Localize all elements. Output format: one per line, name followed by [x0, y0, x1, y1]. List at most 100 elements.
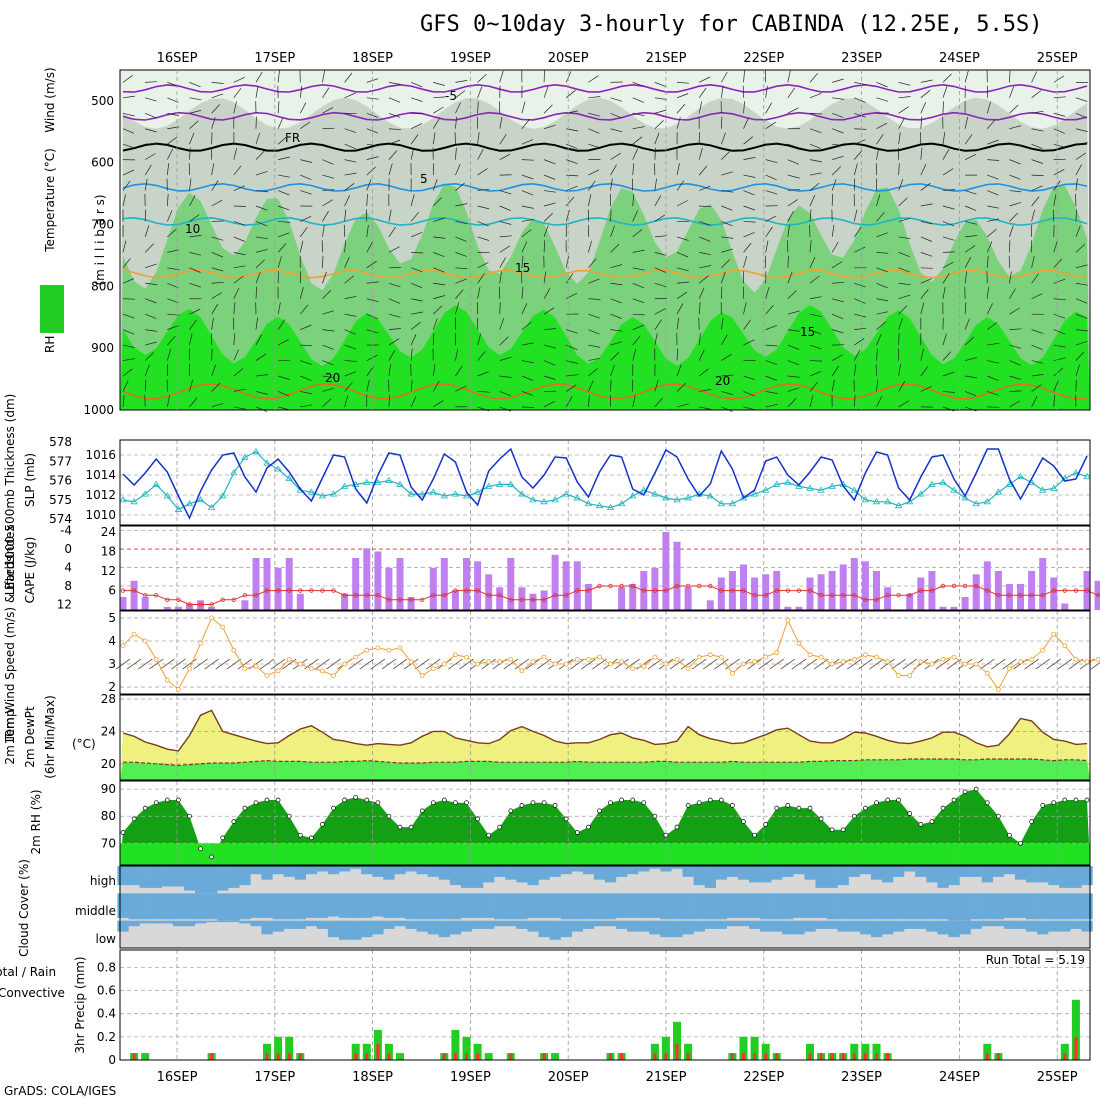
- wind-barb: [787, 70, 791, 83]
- wind-barb: [787, 159, 800, 165]
- wind-barb: [189, 132, 195, 145]
- date-label-top: 21SEP: [646, 51, 687, 66]
- wind-barb-10m: [847, 658, 862, 670]
- cloud-high-bar: [737, 866, 750, 880]
- rh2m-point: [142, 805, 148, 811]
- rh2m-point: [1018, 840, 1023, 846]
- rh2m-point: [497, 824, 503, 830]
- cloud-low-bar: [449, 920, 462, 935]
- wind-barb: [388, 328, 401, 330]
- isotherm-label: -5: [445, 89, 457, 103]
- cloud-low-bar: [494, 920, 506, 927]
- wind-barb: [987, 139, 999, 145]
- rh2m-point: [785, 803, 791, 808]
- wind-barb-10m: [137, 658, 153, 670]
- wind-barb: [743, 375, 756, 381]
- cape-bar: [296, 593, 304, 611]
- wind-barb: [787, 107, 799, 114]
- wind-barb: [433, 282, 446, 286]
- wind-barb: [588, 380, 594, 392]
- cloud-middle-bar: [948, 893, 960, 921]
- wind-barb: [831, 241, 839, 253]
- wind-barb: [588, 368, 598, 377]
- wind-barb: [144, 243, 154, 253]
- wind-barb: [388, 209, 392, 222]
- wind-barb: [721, 248, 733, 253]
- rh2m-point: [153, 800, 159, 806]
- wind-barb: [167, 282, 179, 289]
- precip-convective-bar: [210, 1053, 214, 1060]
- precip-convective-bar: [875, 1053, 878, 1060]
- wind-barb: [1031, 128, 1044, 132]
- wind-barb: [366, 298, 379, 303]
- cloud-low-bar: [904, 920, 916, 929]
- lifted-index-point: [818, 593, 824, 598]
- run-total-label: Run Total = 5.19: [986, 953, 1085, 967]
- wind-barb-10m: [946, 658, 962, 670]
- lifted-index-point: [929, 588, 935, 593]
- isotherm-FR: [122, 142, 1088, 152]
- date-label-bottom: 20SEP: [548, 1070, 589, 1085]
- wind-barb: [743, 232, 755, 238]
- wind-barb: [344, 360, 357, 362]
- cloud-middle-bar: [848, 893, 860, 920]
- wind-barb: [809, 296, 822, 300]
- lifted-index-point: [741, 588, 746, 593]
- wind-barb: [1031, 159, 1044, 164]
- wind-barb: [588, 96, 601, 99]
- cloud-low-bar: [1048, 920, 1060, 932]
- thickness-point: [728, 499, 737, 507]
- wind-barb: [477, 188, 490, 191]
- wind-speed-point: [851, 657, 857, 662]
- wind-barb: [987, 375, 999, 381]
- lifted-index-point: [874, 597, 879, 602]
- cloud-low-bar: [1081, 920, 1093, 932]
- cloud-high-bar: [870, 866, 883, 880]
- wind-barb: [455, 80, 468, 83]
- wind-barb: [676, 236, 689, 241]
- wind-speed-point: [541, 654, 547, 660]
- wind-barb: [521, 360, 534, 364]
- wind-barb: [920, 289, 929, 299]
- wind-barb: [654, 379, 659, 392]
- cape-bar: [451, 590, 459, 610]
- wind-speed-point: [242, 666, 248, 671]
- cloud-middle-bar: [150, 893, 162, 920]
- lifted-index-point: [763, 593, 768, 598]
- wind-barb: [987, 322, 998, 330]
- wind-barb-10m: [991, 658, 1006, 670]
- wind-barb: [300, 360, 312, 365]
- precip-convective-bar: [664, 1053, 668, 1060]
- wind-barb: [322, 189, 335, 191]
- lifted-index-point: [752, 593, 757, 598]
- cloud-low-bar: [992, 920, 1005, 927]
- thickness-point: [1050, 484, 1058, 491]
- cape-bar: [817, 574, 825, 611]
- wind-barb: [898, 381, 906, 392]
- wind-barb: [1075, 209, 1078, 222]
- cape-bar: [673, 541, 681, 611]
- precip-total-bar: [850, 1043, 859, 1060]
- thickness-point: [385, 476, 393, 483]
- wind-barb: [189, 308, 201, 315]
- precip-total-bar: [451, 1029, 460, 1060]
- cloud-middle-bar: [682, 893, 694, 920]
- precip-convective-bar: [764, 1053, 768, 1060]
- cloud-middle-bar: [560, 893, 572, 920]
- lifted-index-point: [663, 588, 669, 593]
- cloud-high-bar: [327, 866, 340, 875]
- cape-bar: [861, 561, 869, 611]
- rh2m-point: [430, 800, 436, 806]
- pressure-axis-label: (m i l l i b a r s): [93, 194, 107, 285]
- wind-tick: 4: [108, 634, 116, 648]
- cloud-low-bar: [128, 920, 140, 927]
- cape-bar: [1028, 571, 1036, 610]
- wind-barb: [565, 256, 569, 268]
- wind-barb: [898, 96, 911, 99]
- wind-barb: [1009, 143, 1022, 147]
- cloud-high-bar: [283, 866, 295, 877]
- wind-barb: [544, 190, 556, 193]
- lifted-index-point: [619, 583, 624, 589]
- wind-barb: [189, 252, 202, 256]
- isotherm-10: [122, 216, 1088, 227]
